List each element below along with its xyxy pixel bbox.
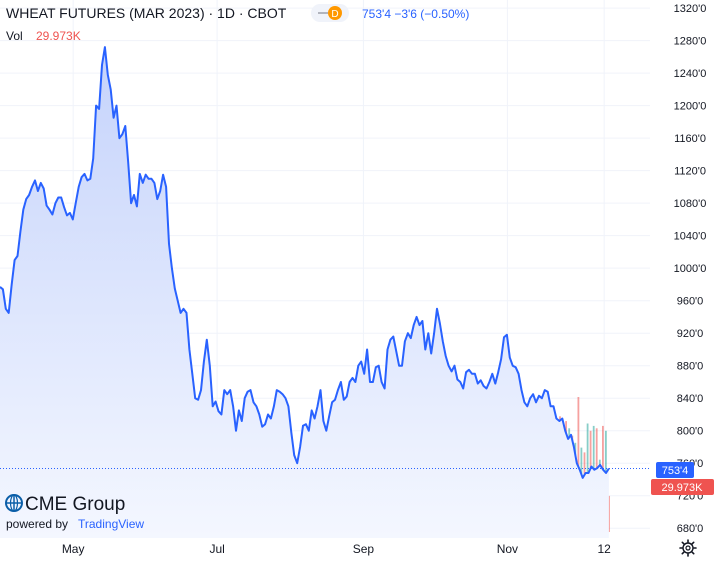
price-axis[interactable]: 1320'0 1280'0 1240'0 1200'0 1160'0 1120'0 1080… [674, 3, 707, 535]
volume-bar [608, 495, 610, 532]
x-tick-label: Nov [497, 542, 518, 556]
y-tick-label: 680'0 [677, 523, 704, 535]
y-tick-label: 1040'0 [674, 231, 707, 243]
volume-value: 29.973K [36, 29, 81, 43]
price-line [0, 46, 610, 479]
price-area-fill [0, 47, 609, 538]
powered-by-text: powered by [6, 517, 68, 531]
symbol-title[interactable]: WHEAT FUTURES (MAR 2023) · 1D · CBOT [6, 5, 287, 21]
interval-badge[interactable]: D [311, 4, 349, 22]
y-tick-label: 1000'0 [674, 263, 707, 275]
last-price-tag-label: 753'4 [662, 465, 689, 477]
x-tick-label: 12 [597, 542, 611, 556]
x-tick-label: Sep [353, 542, 375, 556]
last-price-tag: 753'4 [656, 462, 694, 478]
y-tick-label: 920'0 [677, 328, 704, 340]
badge-circle-icon [328, 6, 342, 20]
y-tick-label: 1280'0 [674, 36, 707, 48]
y-tick-label: 800'0 [677, 426, 704, 438]
tradingview-link[interactable]: TradingView [78, 517, 144, 531]
time-axis[interactable]: May Jul Sep Nov 12 [62, 542, 611, 556]
cme-globe-icon [5, 494, 23, 512]
last-volume-tag-label: 29.973K [662, 482, 704, 494]
y-tick-label: 960'0 [677, 296, 704, 308]
cme-logo-text: CME Group [25, 494, 125, 515]
gear-icon[interactable] [679, 539, 697, 557]
x-tick-label: Jul [209, 542, 224, 556]
y-tick-label: 880'0 [677, 361, 704, 373]
interval-badge-label: D [331, 9, 338, 20]
y-tick-label: 1080'0 [674, 198, 707, 210]
price-change: 753'4 −3'6 (−0.50%) [362, 7, 469, 21]
x-tick-label: May [62, 542, 85, 556]
volume-label: Vol [6, 29, 23, 43]
y-tick-label: 1120'0 [674, 166, 706, 178]
y-tick-label: 840'0 [677, 393, 704, 405]
y-tick-label: 1160'0 [674, 133, 706, 145]
last-volume-tag: 29.973K [651, 479, 714, 495]
y-tick-label: 1240'0 [674, 68, 707, 80]
cme-group-logo: CME Group [5, 494, 125, 515]
y-tick-label: 1320'0 [674, 3, 707, 15]
y-tick-label: 1200'0 [674, 101, 707, 113]
